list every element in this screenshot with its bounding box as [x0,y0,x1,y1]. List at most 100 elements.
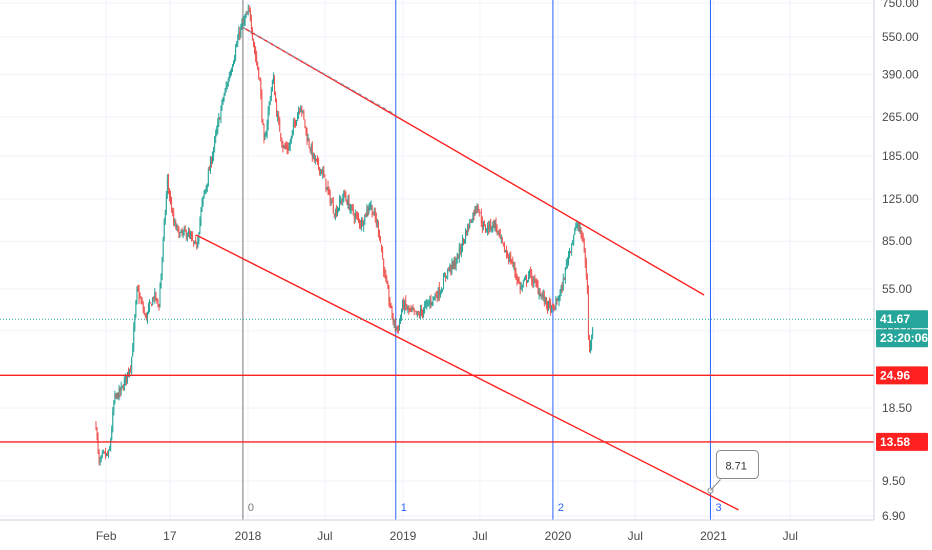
candle [365,213,367,216]
trend-line[interactable] [242,26,397,116]
candle [448,269,450,271]
callout[interactable]: 8.71 [707,450,759,494]
candle [422,310,423,314]
candle [194,241,196,243]
candle [267,111,269,125]
candle [549,301,551,304]
candle [223,95,225,101]
candle [413,308,415,312]
candle [335,209,337,215]
candle [196,244,198,247]
candle [545,297,547,305]
candle [489,221,491,230]
candle [416,311,418,315]
candle [205,186,207,191]
candle [233,61,234,66]
callout-pointer [710,479,721,491]
candle [514,265,516,273]
candle [337,209,338,216]
candle [253,39,254,46]
candle [391,305,393,317]
candle [575,224,577,229]
candle [118,388,120,400]
candle [158,305,160,308]
callout-box [715,450,759,480]
candle [417,313,419,315]
candle [393,320,395,324]
candle [279,119,281,132]
candle [268,102,270,111]
candle [512,261,514,265]
candle [256,55,258,63]
candle [301,106,303,112]
candle [543,294,545,303]
candle [121,385,123,388]
candle [102,451,104,453]
candle [508,257,510,261]
candle [374,211,376,219]
candle [412,309,414,311]
candle [174,221,176,224]
candle [265,134,267,137]
candle [398,321,400,331]
candle [310,146,312,152]
candle [164,212,166,223]
candle [368,207,370,213]
candle [501,237,503,243]
candle [425,303,427,305]
candle [352,207,354,214]
candle [454,260,456,268]
candle [324,176,326,178]
candle [146,311,148,320]
candle [473,212,475,216]
horizontal-levels[interactable] [0,374,874,443]
candle [190,235,191,237]
candle [502,242,504,244]
candle [259,79,261,81]
candle [154,291,156,300]
candle [591,336,593,346]
candle [447,268,449,275]
candle [206,183,208,188]
candle [296,120,297,125]
candle [540,293,542,297]
candle [584,253,586,263]
candle [270,89,272,99]
candle [225,86,227,90]
candle [151,303,153,307]
candle [429,300,431,304]
candle [150,302,152,304]
candle [470,219,472,223]
level-pill-text: 24.96 [880,368,910,382]
candle [103,452,105,454]
candle [157,299,159,304]
candle [386,279,388,284]
time-axis[interactable]: Feb 17 2018 Jul 2019 Jul 2020 Jul 2021 Jul [96,529,798,543]
candle [387,283,389,289]
trend-line[interactable] [195,234,739,511]
candle [346,200,348,205]
candle [515,272,517,276]
trend-lines[interactable] [195,26,739,511]
candle [396,326,398,329]
candle [182,231,184,235]
candle [272,77,274,81]
candle [411,309,413,311]
time-tick-label: 2018 [235,529,262,543]
candle [587,289,589,335]
candle [431,302,433,305]
candle [552,303,554,308]
candle [317,159,318,161]
candle [355,214,357,216]
candle [556,298,558,301]
candle [497,231,499,233]
candle [558,297,560,302]
trend-line[interactable] [242,26,705,296]
candle [513,264,515,266]
candle [564,267,566,281]
candle [455,262,457,267]
candle [289,142,291,148]
candle [98,451,100,462]
candle [308,139,310,147]
